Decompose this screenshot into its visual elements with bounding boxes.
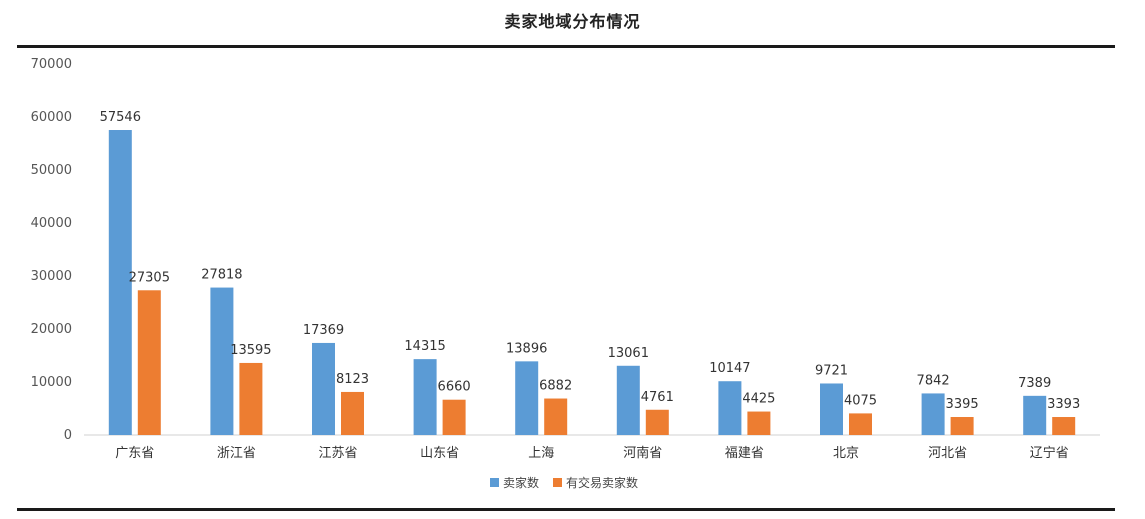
bar-seller-count [210,287,234,435]
bar-trading-seller-count [341,391,364,435]
data-label: 9721 [815,363,848,378]
legend-label: 有交易卖家数 [566,475,638,490]
x-category-label: 上海 [528,446,554,461]
x-category-label: 北京 [833,446,859,461]
bar-seller-count [108,130,132,435]
y-tick-label: 20000 [31,322,72,337]
bar-trading-seller-count [442,399,466,435]
y-tick-label: 0 [64,428,72,443]
bar-seller-count [616,365,640,435]
data-label: 27305 [129,270,170,285]
data-label: 10147 [709,361,750,376]
data-label: 6882 [539,379,572,394]
x-category-label: 山东省 [420,446,459,461]
bar-seller-count [1023,395,1047,435]
y-tick-label: 70000 [31,57,72,72]
data-label: 3393 [1047,397,1080,412]
bar-seller-count [413,359,437,435]
data-label: 17369 [303,323,344,338]
bar-trading-seller-count [645,409,669,435]
x-category-label: 辽宁省 [1030,445,1069,461]
legend-swatch [490,478,499,487]
x-category-label: 河北省 [928,446,967,461]
bar-trading-seller-count [239,362,263,435]
data-label: 13896 [506,341,547,356]
legend-label: 卖家数 [503,475,539,490]
data-label: 4425 [742,392,775,407]
bottom-divider [17,508,1115,511]
data-label: 13061 [608,346,649,361]
x-category-label: 福建省 [725,446,764,461]
bar-seller-count [718,381,742,435]
x-category-label: 江苏省 [318,445,357,461]
data-label: 8123 [336,372,369,387]
top-divider [17,45,1115,48]
y-tick-label: 30000 [31,269,72,284]
y-tick-label: 10000 [31,375,72,390]
data-label: 7842 [917,373,950,388]
y-tick-label: 40000 [31,216,72,231]
bar-trading-seller-count [1052,417,1076,435]
data-label: 13595 [230,343,271,358]
bar-seller-count [515,361,539,435]
y-tick-label: 60000 [31,110,72,125]
data-label: 14315 [404,339,445,354]
x-category-label: 广东省 [115,446,154,461]
data-label: 3395 [946,397,979,412]
bar-trading-seller-count [950,417,974,435]
data-label: 7389 [1018,376,1051,391]
legend-swatch [553,478,562,487]
bar-trading-seller-count [747,411,771,435]
data-label: 27818 [201,268,242,283]
x-category-label: 河南省 [623,445,662,461]
data-label: 4075 [844,393,877,408]
bar-seller-count [921,393,945,435]
y-tick-label: 50000 [31,163,72,178]
bar-seller-count [820,383,843,435]
bar-trading-seller-count [544,398,568,435]
data-label: 4761 [641,390,674,405]
bar-trading-seller-count [849,413,872,435]
data-label: 6660 [438,380,471,395]
bar-seller-count [312,342,335,435]
x-category-label: 浙江省 [217,446,256,461]
data-label: 57546 [100,110,141,125]
bar-trading-seller-count [137,290,161,435]
chart-title: 卖家地域分布情况 [504,12,641,31]
